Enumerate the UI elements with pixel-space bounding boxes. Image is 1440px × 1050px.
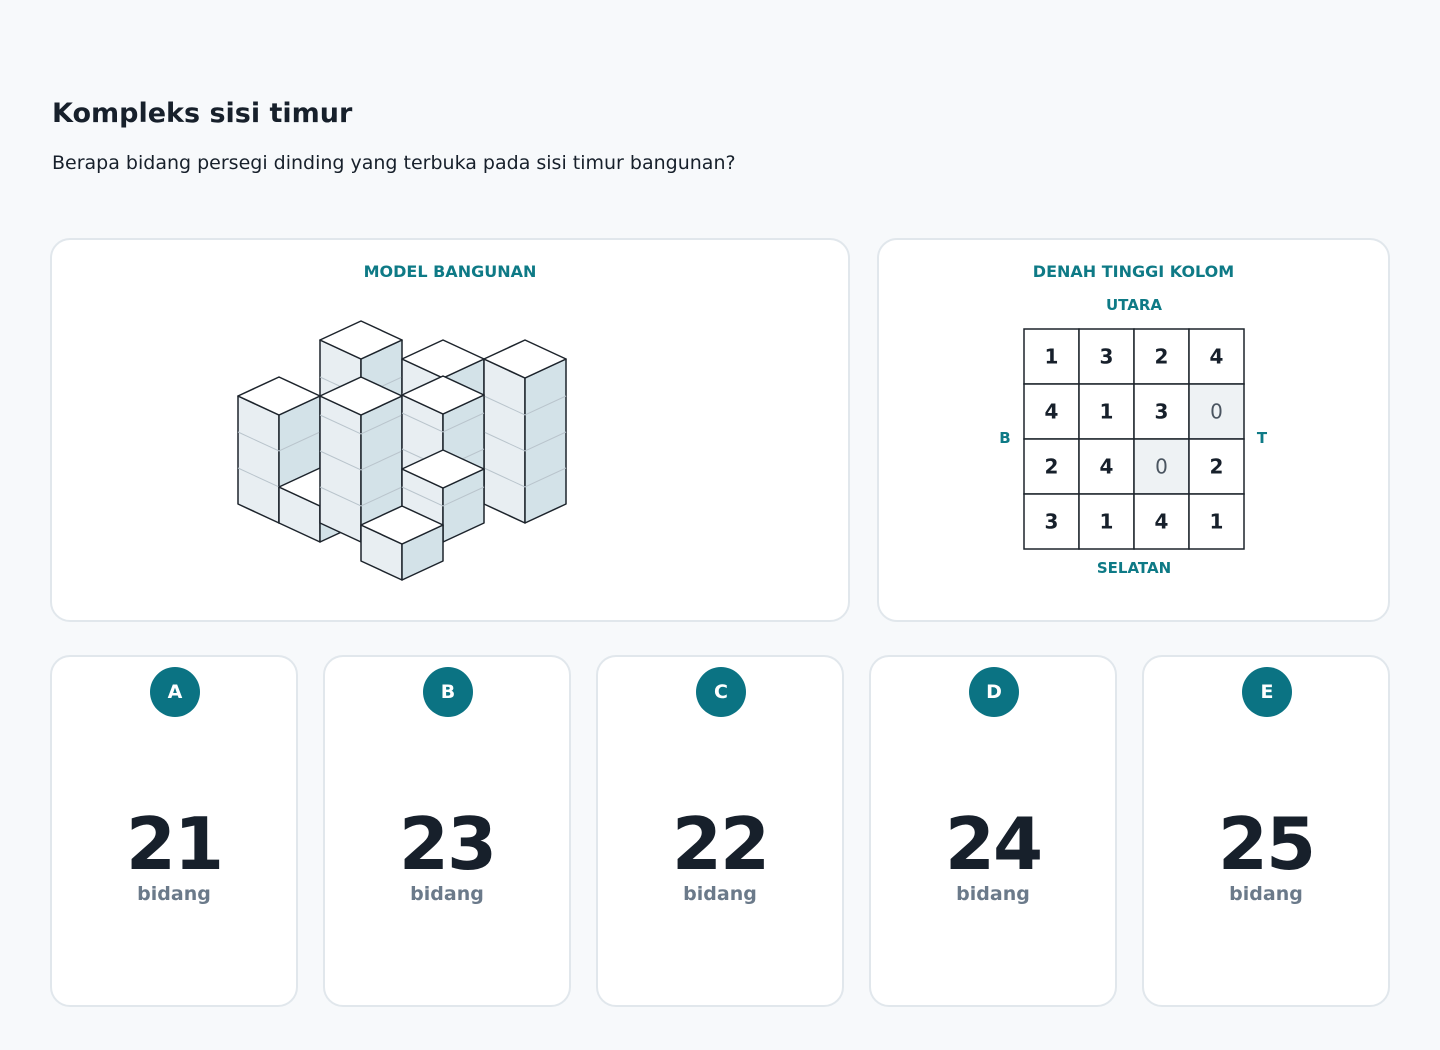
option-card[interactable]: B 23 bidang [323, 655, 571, 1007]
option-value: 23 [398, 802, 497, 886]
option-unit: bidang [956, 883, 1030, 905]
plan-cell [1133, 438, 1190, 495]
cube-seam [319, 414, 403, 435]
option-card[interactable]: E 25 bidang [1142, 655, 1390, 1007]
plan-cell [1023, 383, 1080, 440]
east-label: T [1257, 429, 1268, 447]
cube-face [319, 376, 403, 416]
plan-cell [1133, 383, 1190, 440]
plan-value: 0 [1155, 455, 1168, 479]
cube-seam [483, 431, 567, 452]
option-value: 22 [671, 802, 770, 886]
option-letter: E [1242, 667, 1292, 717]
option-value: 24 [944, 802, 1043, 886]
cube-seam [483, 395, 567, 416]
option-card[interactable]: D 24 bidang [869, 655, 1117, 1007]
option-card[interactable]: C 22 bidang [596, 655, 844, 1007]
model-panel: MODEL BANGUNAN [50, 238, 850, 622]
panel-label: MODEL BANGUNAN [363, 262, 537, 281]
cube-face [360, 505, 444, 545]
plan-cell [1023, 493, 1080, 550]
plan-value: 2 [1210, 455, 1224, 479]
cube-face [237, 376, 321, 416]
plan-value: 3 [1045, 510, 1059, 534]
cube-face [319, 320, 403, 360]
plan-cell [1188, 383, 1245, 440]
option-value: 25 [1217, 802, 1316, 886]
plan-value: 2 [1155, 345, 1169, 369]
plan-value: 4 [1210, 345, 1224, 369]
cube-seam [319, 450, 403, 471]
plan-value: 4 [1045, 400, 1059, 424]
plan-value: 1 [1045, 345, 1059, 369]
plan-value: 4 [1100, 455, 1114, 479]
cube-face [483, 339, 567, 379]
question: Berapa bidang persegi dinding yang terbu… [52, 152, 736, 174]
option-letter: A [150, 667, 200, 717]
cube-face [401, 339, 485, 379]
plan-panel: DENAH TINGGI KOLOM UTARA SELATAN B T 1 3 2… [877, 238, 1390, 622]
plan-cell [1078, 493, 1135, 550]
plan-cell [1188, 493, 1245, 550]
plan-cell [1078, 328, 1135, 385]
option-letter: D [969, 667, 1019, 717]
option-letter: B [423, 667, 473, 717]
plan-value: 1 [1100, 400, 1114, 424]
height-plan: UTARA SELATAN B T 1 3 2 4 4 1 3 0 2 4 0 2 3 1 4 1 [999, 296, 1268, 577]
panel-label: DENAH TINGGI KOLOM [1032, 262, 1235, 281]
plan-cell [1023, 328, 1080, 385]
plan-value: 3 [1155, 400, 1169, 424]
cube-face [237, 395, 280, 524]
plan-cell [1023, 438, 1080, 495]
plan-cell [1133, 493, 1190, 550]
option-unit: bidang [683, 883, 757, 905]
north-label: UTARA [1106, 296, 1162, 314]
option-unit: bidang [137, 883, 211, 905]
option-card[interactable]: A 21 bidang [50, 655, 298, 1007]
title: Kompleks sisi timur [52, 98, 353, 129]
cube-seam [401, 412, 485, 433]
cube-seam [237, 431, 321, 452]
option-letter: C [696, 667, 746, 717]
cube-seam [483, 467, 567, 488]
south-label: SELATAN [1097, 559, 1171, 577]
plan-value: 4 [1155, 510, 1169, 534]
option-unit: bidang [1229, 883, 1303, 905]
cube-seam [319, 486, 403, 507]
cube-face [401, 375, 485, 415]
cube-face [401, 449, 485, 489]
plan-value: 1 [1210, 510, 1224, 534]
plan-value: 1 [1100, 510, 1114, 534]
option-unit: bidang [410, 883, 484, 905]
west-label: B [999, 429, 1010, 447]
isometric-model [237, 320, 567, 581]
plan-value: 3 [1100, 345, 1114, 369]
cube-seam [401, 486, 485, 507]
plan-value: 0 [1210, 400, 1223, 424]
plan-value: 2 [1045, 455, 1059, 479]
option-value: 21 [125, 802, 224, 886]
